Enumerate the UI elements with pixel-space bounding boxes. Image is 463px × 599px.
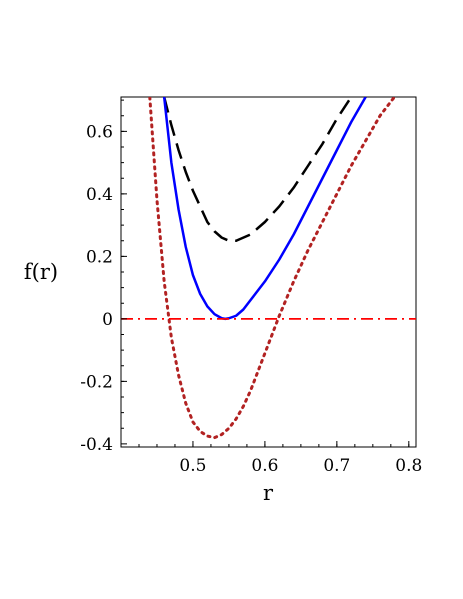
y-tick-label: 0.4 [86, 185, 113, 205]
y-tick-label: 0.2 [86, 247, 113, 267]
x-axis-label: r [263, 481, 274, 505]
y-tick-label: -0.4 [80, 435, 113, 455]
y-tick-label: -0.2 [80, 372, 113, 392]
x-tick-label: 0.5 [179, 456, 206, 476]
x-tick-label: 0.8 [395, 456, 422, 476]
y-tick-label: 0.6 [86, 122, 113, 142]
x-tick-label: 0.6 [251, 456, 278, 476]
series-line-dotted [148, 97, 396, 440]
series-line-dashed [162, 97, 353, 242]
plot-frame [120, 96, 417, 448]
y-axis-label: f(r) [24, 260, 58, 284]
x-tick-label: 0.7 [323, 456, 350, 476]
y-tick-label: 0 [102, 310, 113, 330]
series-line-solid [162, 97, 367, 321]
